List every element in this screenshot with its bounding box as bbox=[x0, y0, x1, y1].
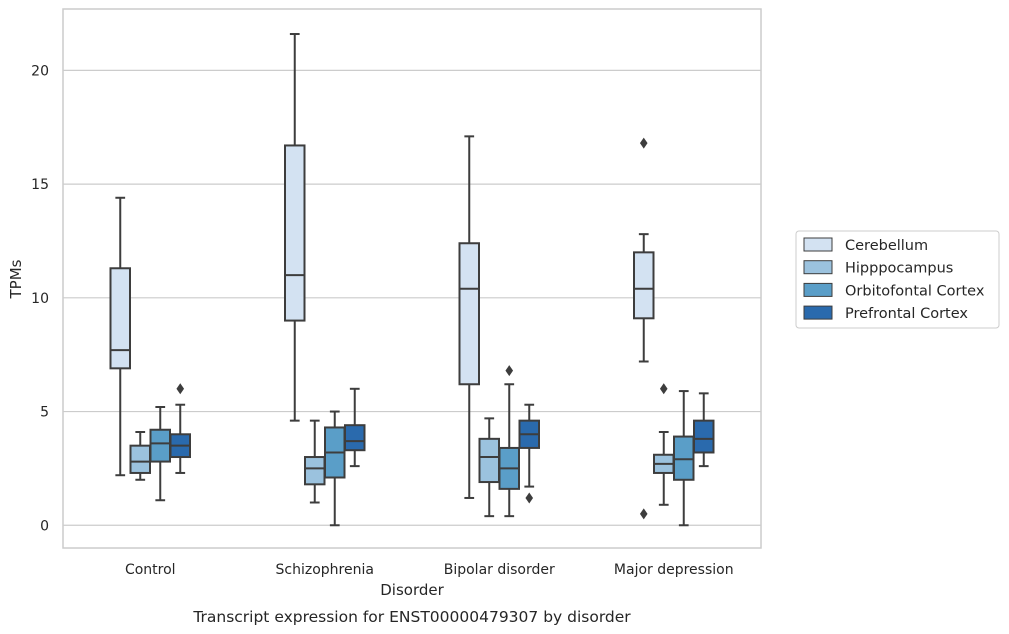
y-tick-label: 5 bbox=[40, 405, 49, 421]
boxes bbox=[109, 33, 715, 527]
box-group bbox=[498, 365, 520, 518]
outlier-point bbox=[505, 365, 514, 377]
box-group bbox=[693, 392, 715, 468]
outlier-point bbox=[525, 492, 534, 504]
x-tick-label: Schizophrenia bbox=[276, 562, 374, 578]
box bbox=[633, 251, 655, 320]
y-tick-label: 0 bbox=[40, 518, 49, 534]
legend-label: Prefrontal Cortex bbox=[845, 306, 968, 322]
outlier-point bbox=[176, 383, 185, 395]
outlier-point bbox=[639, 137, 648, 149]
box bbox=[693, 419, 715, 454]
box-group bbox=[518, 403, 540, 504]
legend-swatch bbox=[803, 282, 833, 297]
box-group bbox=[149, 405, 171, 502]
figure-caption: Transcript expression for ENST0000047930… bbox=[192, 608, 631, 626]
box-group bbox=[633, 137, 655, 520]
legend-label: Cerebellum bbox=[845, 238, 928, 254]
legend-label: Orbitofontal Cortex bbox=[845, 283, 985, 299]
legend: Cerebellum Hipppocampus Orbitofontal Corte… bbox=[795, 230, 1000, 329]
box bbox=[129, 444, 151, 474]
box bbox=[344, 424, 366, 452]
x-axis-label: Disorder bbox=[380, 581, 444, 599]
x-tick-label: Major depression bbox=[614, 562, 734, 578]
box bbox=[304, 456, 326, 486]
box-group bbox=[324, 410, 346, 527]
legend-swatch bbox=[803, 260, 833, 275]
x-tick-labels: Control Schizophrenia Bipolar disorder Majo… bbox=[125, 562, 734, 578]
box-group bbox=[344, 387, 366, 468]
legend-frame bbox=[795, 230, 1000, 329]
legend-swatch bbox=[803, 305, 833, 320]
box bbox=[149, 428, 171, 463]
box-group bbox=[109, 196, 131, 477]
box bbox=[284, 144, 306, 322]
outlier-point bbox=[639, 508, 648, 520]
box-group bbox=[653, 383, 675, 506]
y-tick-label: 20 bbox=[31, 63, 49, 79]
y-tick-label: 15 bbox=[31, 177, 49, 193]
y-tick-label: 10 bbox=[31, 291, 49, 307]
plot-frame bbox=[62, 8, 762, 549]
box bbox=[458, 242, 480, 386]
box-group bbox=[284, 33, 306, 422]
y-tick-labels: 0 5 10 15 20 bbox=[31, 63, 49, 534]
box-group bbox=[169, 383, 191, 474]
box-group bbox=[304, 419, 326, 504]
legend-swatch bbox=[803, 237, 833, 252]
y-axis-label: TPMs bbox=[7, 259, 25, 299]
box bbox=[478, 437, 500, 484]
x-tick-label: Control bbox=[125, 562, 176, 578]
box-group bbox=[478, 417, 500, 518]
x-tick-label: Bipolar disorder bbox=[444, 562, 555, 578]
box bbox=[109, 267, 131, 370]
legend-label: Hipppocampus bbox=[845, 261, 953, 277]
outlier-point bbox=[659, 383, 668, 395]
box bbox=[673, 435, 695, 481]
box-group bbox=[673, 390, 695, 527]
box-group bbox=[458, 135, 480, 499]
box-group bbox=[129, 431, 151, 481]
